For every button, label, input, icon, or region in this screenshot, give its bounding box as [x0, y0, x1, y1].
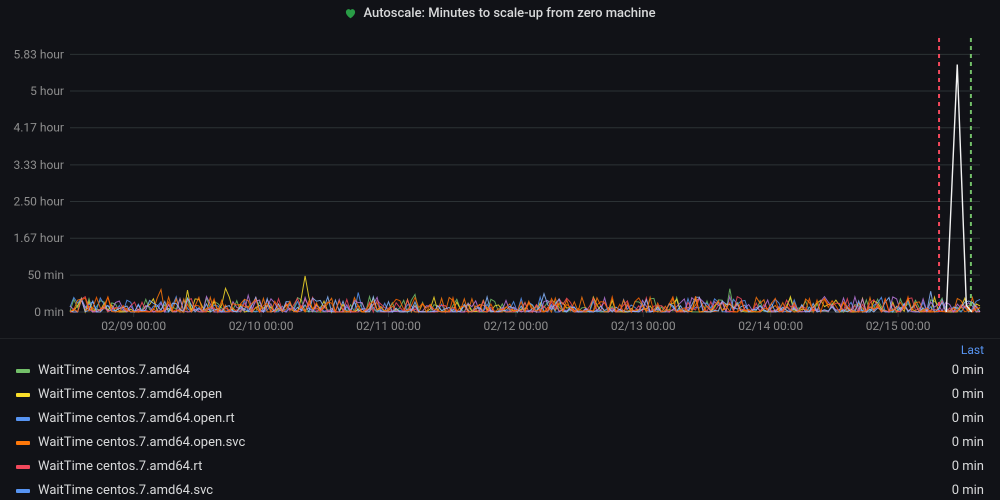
legend-header[interactable]: Last: [0, 339, 1000, 359]
timeseries-chart: 5.83 hour 5 hour 4.17 hour 3.33 hour 2.50 ho…: [0, 28, 1000, 338]
legend-value: 0 min: [944, 387, 984, 402]
svg-text:1.67 hour: 1.67 hour: [13, 231, 64, 245]
svg-text:02/10 00:00: 02/10 00:00: [229, 319, 294, 333]
legend-label: WaitTime centos.7.amd64.open: [38, 387, 944, 402]
legend-value: 0 min: [944, 459, 984, 474]
legend-list: WaitTime centos.7.amd640 minWaitTime cen…: [0, 359, 1000, 500]
legend-row[interactable]: WaitTime centos.7.amd64.open.rt0 min: [4, 407, 996, 431]
legend-swatch: [16, 465, 30, 469]
svg-text:02/13 00:00: 02/13 00:00: [611, 319, 676, 333]
legend-swatch: [16, 369, 30, 373]
legend-label: WaitTime centos.7.amd64.open.rt: [38, 411, 944, 426]
legend-label: WaitTime centos.7.amd64: [38, 363, 944, 378]
chart-area[interactable]: 5.83 hour 5 hour 4.17 hour 3.33 hour 2.50 ho…: [0, 28, 1000, 338]
heart-icon: [344, 7, 357, 20]
legend-row[interactable]: WaitTime centos.7.amd64.open.svc0 min: [4, 431, 996, 455]
legend-row[interactable]: WaitTime centos.7.amd64.svc0 min: [4, 479, 996, 500]
legend-row[interactable]: WaitTime centos.7.amd64.open0 min: [4, 383, 996, 407]
legend-swatch: [16, 417, 30, 421]
legend-swatch: [16, 489, 30, 493]
svg-text:3.33 hour: 3.33 hour: [13, 157, 64, 171]
svg-text:5.83 hour: 5.83 hour: [13, 47, 64, 61]
svg-text:4.17 hour: 4.17 hour: [13, 120, 64, 134]
legend-label: WaitTime centos.7.amd64.svc: [38, 483, 944, 498]
svg-text:5 hour: 5 hour: [30, 84, 64, 98]
legend-swatch: [16, 393, 30, 397]
svg-text:0 min: 0 min: [34, 305, 64, 319]
legend-column-last[interactable]: Last: [961, 343, 984, 357]
legend-row[interactable]: WaitTime centos.7.amd640 min: [4, 359, 996, 383]
panel-header[interactable]: Autoscale: Minutes to scale-up from zero…: [0, 0, 1000, 28]
legend-value: 0 min: [944, 435, 984, 450]
svg-text:02/11 00:00: 02/11 00:00: [356, 319, 421, 333]
svg-text:02/14 00:00: 02/14 00:00: [738, 319, 803, 333]
panel-title: Autoscale: Minutes to scale-up from zero…: [363, 6, 655, 21]
svg-text:02/15 00:00: 02/15 00:00: [866, 319, 931, 333]
legend-label: WaitTime centos.7.amd64.open.svc: [38, 435, 944, 450]
legend-label: WaitTime centos.7.amd64.rt: [38, 459, 944, 474]
svg-text:02/12 00:00: 02/12 00:00: [484, 319, 549, 333]
dashboard-panel: Autoscale: Minutes to scale-up from zero…: [0, 0, 1000, 500]
legend-swatch: [16, 441, 30, 445]
svg-text:2.50 hour: 2.50 hour: [13, 194, 64, 208]
svg-text:50 min: 50 min: [27, 268, 64, 282]
legend-value: 0 min: [944, 483, 984, 498]
legend-value: 0 min: [944, 411, 984, 426]
legend-row[interactable]: WaitTime centos.7.amd64.rt0 min: [4, 455, 996, 479]
svg-text:02/09 00:00: 02/09 00:00: [101, 319, 166, 333]
legend-value: 0 min: [944, 363, 984, 378]
